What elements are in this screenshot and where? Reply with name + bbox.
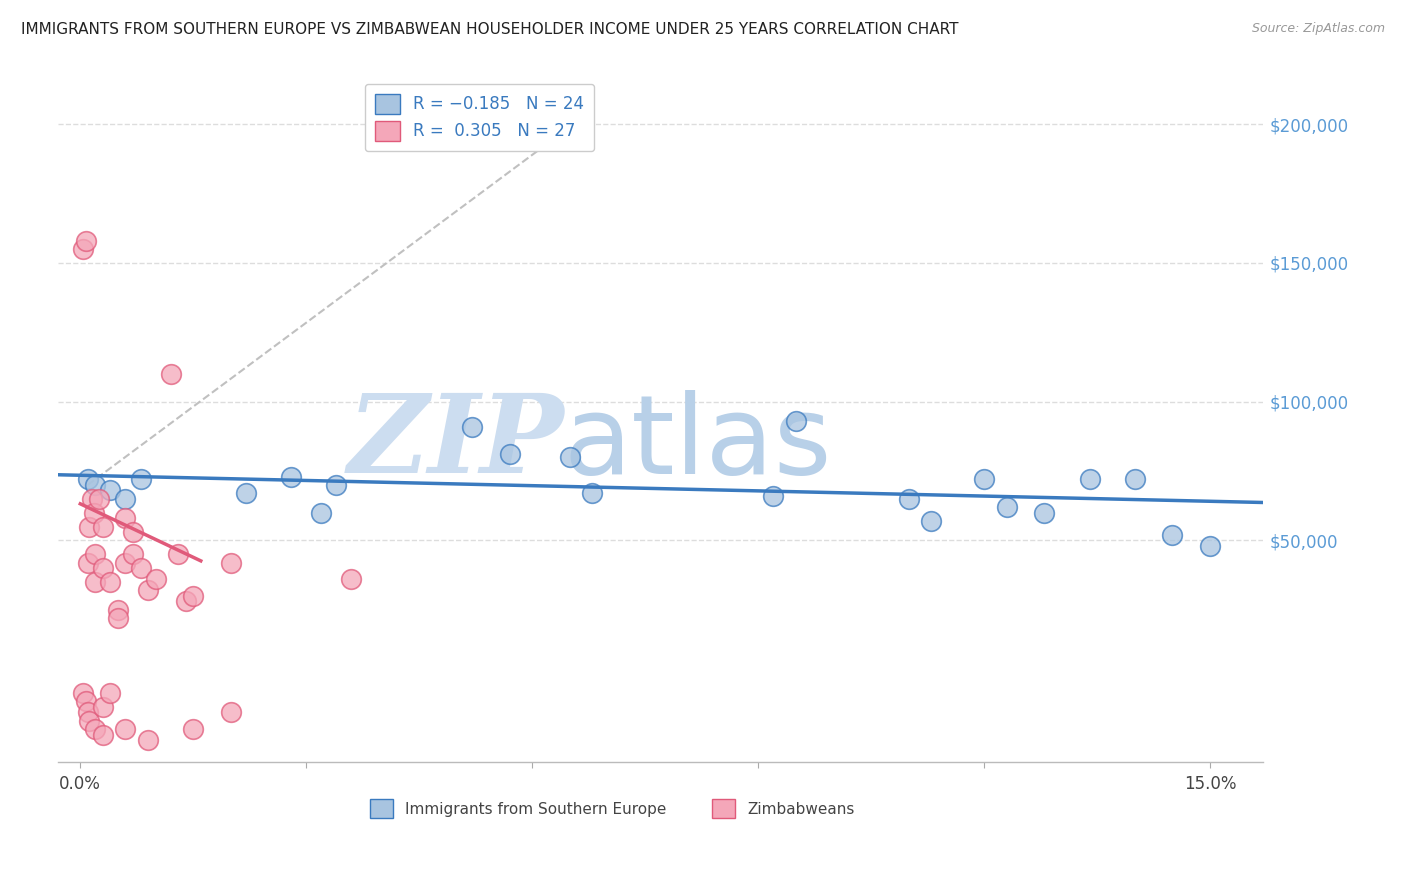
Point — [107, 603, 129, 617]
Point — [1078, 472, 1101, 486]
Point — [340, 572, 363, 586]
Legend: Immigrants from Southern Europe, Zimbabweans: Immigrants from Southern Europe, Zimbabw… — [364, 793, 860, 824]
Point — [91, 728, 114, 742]
Point — [1199, 539, 1222, 553]
Point — [311, 506, 333, 520]
Point — [1123, 472, 1146, 486]
Point — [174, 594, 197, 608]
Point — [107, 611, 129, 625]
Point — [558, 450, 581, 464]
Point — [280, 469, 302, 483]
Point — [219, 556, 242, 570]
Point — [84, 547, 107, 561]
Point — [785, 414, 807, 428]
Text: atlas: atlas — [564, 390, 832, 497]
Point — [973, 472, 995, 486]
Point — [129, 472, 152, 486]
Point — [129, 561, 152, 575]
Point — [762, 489, 785, 503]
Point — [136, 583, 159, 598]
Point — [114, 491, 136, 506]
Point — [136, 733, 159, 747]
Point — [80, 491, 103, 506]
Point — [91, 519, 114, 533]
Point — [72, 242, 94, 256]
Point — [181, 589, 204, 603]
Point — [114, 511, 136, 525]
Point — [72, 686, 94, 700]
Point — [122, 524, 145, 539]
Point — [100, 574, 122, 589]
Point — [84, 722, 107, 736]
Point — [897, 491, 920, 506]
Point — [114, 556, 136, 570]
Point — [920, 514, 942, 528]
Point — [76, 706, 98, 720]
Point — [76, 556, 98, 570]
Point — [91, 700, 114, 714]
Point — [75, 694, 97, 708]
Point — [114, 722, 136, 736]
Point — [235, 486, 257, 500]
Point — [581, 486, 603, 500]
Point — [1033, 506, 1056, 520]
Text: Source: ZipAtlas.com: Source: ZipAtlas.com — [1251, 22, 1385, 36]
Text: ZIP: ZIP — [347, 390, 564, 497]
Point — [461, 419, 484, 434]
Point — [76, 472, 98, 486]
Point — [83, 506, 105, 520]
Point — [995, 500, 1018, 514]
Point — [181, 722, 204, 736]
Point — [79, 714, 101, 728]
Point — [1161, 528, 1184, 542]
Point — [159, 367, 181, 381]
Point — [219, 706, 242, 720]
Point — [100, 686, 122, 700]
Point — [325, 478, 347, 492]
Point — [75, 234, 97, 248]
Point — [122, 547, 145, 561]
Point — [100, 483, 122, 498]
Point — [84, 478, 107, 492]
Point — [79, 519, 101, 533]
Point — [498, 447, 520, 461]
Point — [167, 547, 190, 561]
Point — [84, 574, 107, 589]
Point — [87, 491, 110, 506]
Point — [91, 561, 114, 575]
Text: IMMIGRANTS FROM SOUTHERN EUROPE VS ZIMBABWEAN HOUSEHOLDER INCOME UNDER 25 YEARS : IMMIGRANTS FROM SOUTHERN EUROPE VS ZIMBA… — [21, 22, 959, 37]
Point — [145, 572, 167, 586]
